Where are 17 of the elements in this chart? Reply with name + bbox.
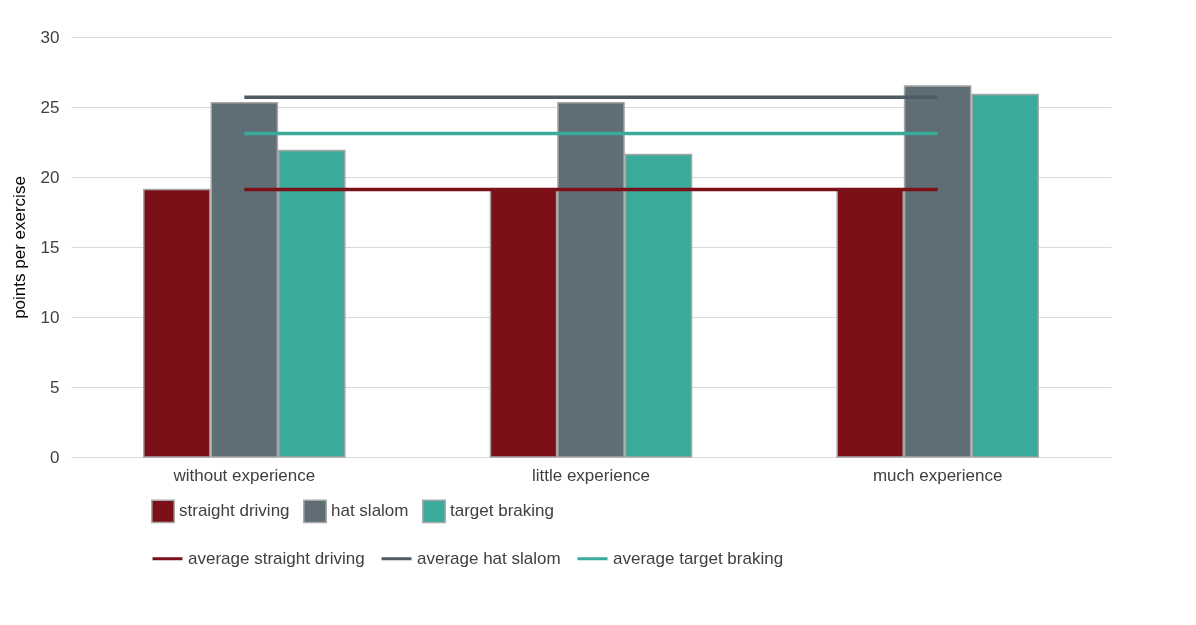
x-tick-label: little experience — [531, 465, 651, 485]
y-axis-title: points per exercise — [9, 176, 29, 319]
legend-label: straight driving — [179, 501, 290, 521]
legend-label: average target braking — [613, 548, 784, 568]
legend-label: target braking — [450, 501, 554, 521]
y-tick-label: 10 — [40, 307, 60, 327]
y-tick-label: 15 — [40, 237, 60, 257]
legend-label: average straight driving — [188, 548, 365, 568]
y-tick-label: 20 — [40, 167, 60, 187]
y-tick-label: 0 — [50, 447, 60, 467]
x-tick-label: without experience — [172, 465, 316, 485]
legend-label: hat slalom — [331, 501, 409, 521]
y-tick-label: 30 — [40, 27, 60, 47]
legend-label: average hat slalom — [417, 548, 561, 568]
x-tick-label: much experience — [872, 465, 1003, 485]
y-tick-label: 25 — [40, 97, 60, 117]
y-tick-label: 5 — [50, 377, 60, 397]
